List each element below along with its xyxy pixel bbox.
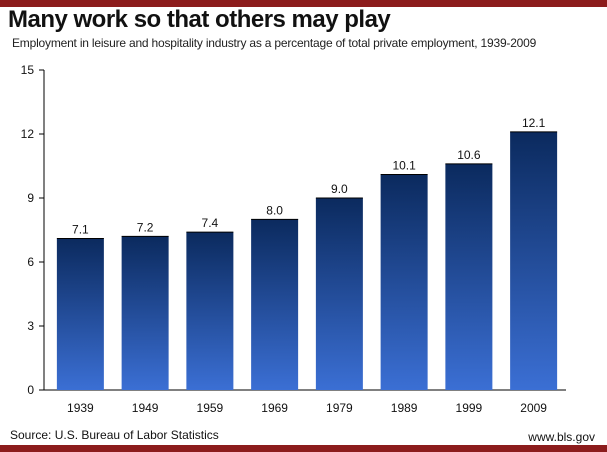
y-tick-label: 3 [27, 319, 34, 333]
y-tick-label: 15 [21, 63, 35, 77]
bar-1989 [380, 174, 428, 390]
data-label-2009: 12.1 [522, 116, 546, 130]
x-tick-label-1999: 1999 [456, 401, 483, 415]
bar-1969 [251, 219, 299, 390]
top-accent-rule [0, 0, 607, 7]
y-tick-label: 6 [27, 255, 34, 269]
bar-1999 [445, 163, 493, 390]
data-label-1939: 7.1 [72, 223, 89, 237]
bar-2009 [510, 131, 558, 390]
x-tick-label-1959: 1959 [197, 401, 224, 415]
bar-1939 [56, 238, 104, 390]
data-label-1949: 7.2 [137, 220, 154, 234]
chart-subtitle: Employment in leisure and hospitality in… [12, 36, 537, 50]
data-label-1999: 10.6 [457, 148, 481, 162]
chart-title: Many work so that others may play [8, 6, 391, 33]
x-tick-label-1949: 1949 [132, 401, 159, 415]
y-tick-label: 9 [27, 191, 34, 205]
data-label-1969: 8.0 [266, 203, 283, 217]
bar-1959 [186, 232, 234, 390]
bar-1979 [315, 198, 363, 390]
data-label-1979: 9.0 [331, 182, 348, 196]
bottom-accent-rule [0, 445, 607, 452]
y-tick-label: 12 [21, 127, 35, 141]
bar-1949 [121, 236, 169, 390]
y-tick-label: 0 [27, 383, 34, 397]
x-tick-label-1979: 1979 [326, 401, 353, 415]
x-tick-label-1939: 1939 [67, 401, 94, 415]
data-label-1989: 10.1 [392, 159, 416, 173]
bars-group [56, 131, 558, 390]
site-url: www.bls.gov [528, 430, 595, 444]
labels-group: 7.1 1939 7.2 1949 7.4 1959 8.0 1969 9.0 1979 10.1 1… [67, 116, 547, 415]
x-tick-label-1969: 1969 [261, 401, 288, 415]
source-note: Source: U.S. Bureau of Labor Statistics [10, 428, 219, 442]
y-axis-ticks: 0 3 6 9 12 15 [21, 63, 44, 397]
x-tick-label-1989: 1989 [391, 401, 418, 415]
data-label-1959: 7.4 [202, 216, 219, 230]
x-tick-label-2009: 2009 [520, 401, 547, 415]
